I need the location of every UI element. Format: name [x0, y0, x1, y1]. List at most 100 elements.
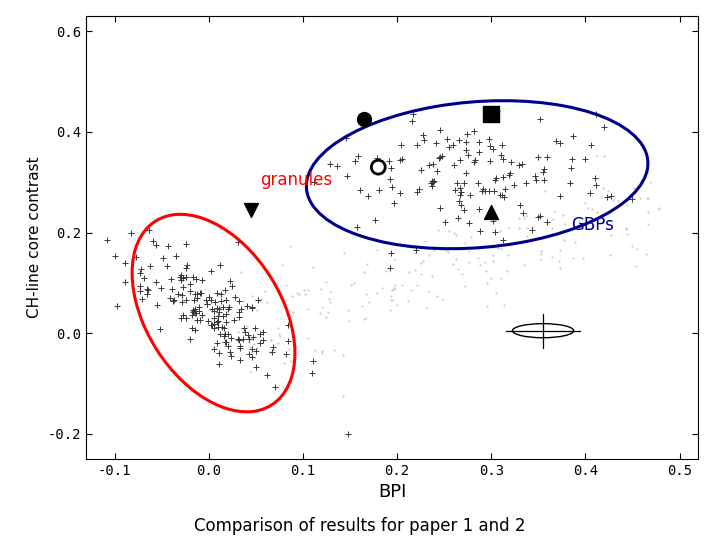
Point [642, 167, 653, 176]
Point [503, 224, 515, 232]
Point [181, 295, 192, 304]
Point [214, 330, 225, 339]
Point [155, 325, 166, 333]
Point [534, 114, 546, 123]
Point [222, 305, 234, 313]
Point [242, 330, 253, 339]
Point [217, 312, 229, 320]
Point [550, 137, 562, 145]
Point [184, 279, 195, 288]
Point [567, 131, 579, 140]
Point [267, 342, 279, 351]
Point [567, 254, 578, 262]
Point [452, 213, 464, 222]
Point [59, 225, 71, 234]
Point [431, 292, 443, 300]
Point [215, 296, 227, 305]
Point [487, 257, 498, 266]
Point [389, 199, 400, 207]
Point [364, 298, 375, 307]
Point [498, 301, 510, 310]
Point [474, 227, 486, 235]
Point [410, 266, 421, 274]
Point [171, 252, 182, 260]
Point [184, 335, 196, 343]
Point [143, 286, 154, 294]
Point [337, 392, 348, 401]
Point [276, 260, 288, 269]
Point [590, 110, 602, 118]
Point [417, 256, 428, 265]
Point [195, 288, 207, 297]
Point [212, 323, 224, 332]
Point [225, 334, 236, 342]
Point [621, 201, 632, 210]
Point [431, 139, 442, 148]
Y-axis label: CH-line core contrast: CH-line core contrast [27, 157, 42, 319]
Point [464, 191, 475, 199]
Point [606, 192, 617, 200]
Text: granules: granules [261, 171, 333, 189]
Point [325, 287, 336, 296]
Point [323, 307, 334, 316]
Point [205, 296, 217, 305]
Point [644, 177, 656, 186]
Point [483, 187, 495, 195]
Point [315, 285, 327, 294]
Point [598, 152, 610, 161]
Point [386, 164, 397, 172]
Point [485, 110, 497, 119]
Point [371, 289, 382, 298]
Point [187, 272, 199, 281]
Point [634, 193, 646, 202]
Point [226, 282, 238, 291]
Point [219, 332, 230, 340]
Point [620, 225, 631, 234]
Point [252, 295, 264, 304]
Point [385, 248, 397, 257]
Point [238, 296, 249, 305]
Point [549, 207, 560, 215]
Point [415, 269, 427, 278]
Point [454, 191, 466, 199]
Point [235, 304, 247, 313]
Point [134, 282, 145, 291]
Point [395, 141, 407, 150]
Point [356, 302, 368, 310]
Point [360, 289, 372, 298]
Point [580, 213, 592, 222]
Point [454, 184, 466, 192]
Point [337, 351, 348, 360]
Point [539, 187, 551, 195]
Point [534, 212, 546, 220]
Point [251, 343, 263, 352]
Point [589, 173, 600, 182]
Point [389, 255, 400, 264]
Point [209, 320, 220, 328]
Point [485, 274, 497, 282]
Point [499, 185, 510, 194]
Point [463, 258, 474, 267]
Point [223, 302, 235, 311]
Point [536, 254, 547, 263]
Point [527, 225, 539, 234]
Point [546, 252, 558, 261]
Point [233, 307, 244, 316]
Point [546, 224, 558, 233]
Point [317, 302, 328, 311]
Point [188, 307, 199, 316]
Point [233, 312, 244, 321]
Point [246, 303, 258, 312]
Point [554, 192, 566, 200]
Point [283, 337, 294, 346]
Point [266, 348, 277, 356]
Point [474, 205, 485, 214]
Point [274, 332, 286, 340]
Point [328, 346, 340, 354]
Point [513, 223, 525, 232]
Point [234, 356, 246, 364]
Point [423, 287, 434, 295]
Point [554, 256, 565, 265]
Point [283, 311, 294, 320]
Point [626, 242, 638, 251]
